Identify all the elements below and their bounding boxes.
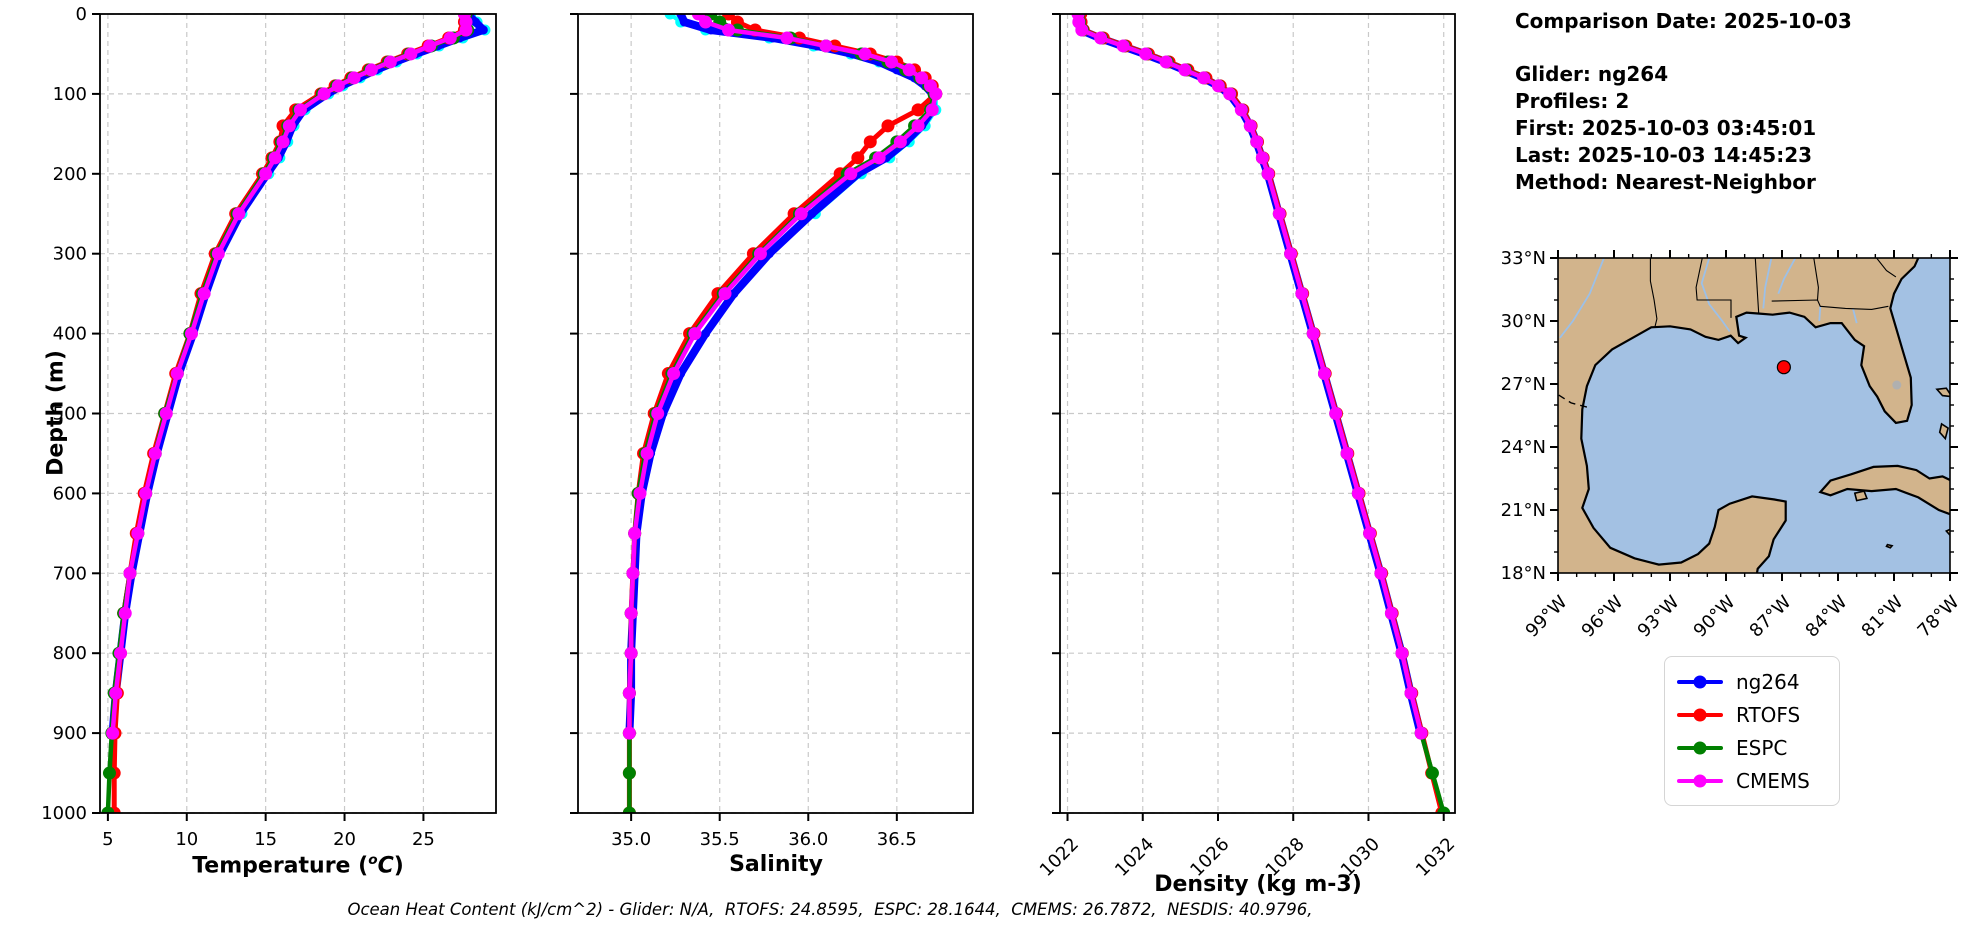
legend-item-cmems: CMEMS [1677, 764, 1839, 797]
svg-text:600: 600 [53, 483, 87, 504]
svg-text:1000: 1000 [41, 803, 87, 824]
legend-item-ng264: ng264 [1677, 665, 1839, 698]
series-CMEMS [627, 14, 939, 736]
ocean-heat-content-caption: Ocean Heat Content (kJ/cm^2) - Glider: N… [347, 900, 1313, 919]
svg-text:84°W: 84°W [1802, 592, 1852, 642]
svg-text:0: 0 [76, 4, 87, 25]
svg-text:36.0: 36.0 [788, 829, 828, 850]
temperature-axis-label-close: ) [393, 853, 404, 879]
svg-text:300: 300 [53, 244, 87, 265]
svg-text:99°W: 99°W [1522, 592, 1572, 642]
map-cuba [1818, 464, 1950, 516]
legend-line-sample [1677, 675, 1723, 688]
svg-text:87°W: 87°W [1746, 592, 1796, 642]
svg-text:96°W: 96°W [1578, 592, 1628, 642]
last-time-text: Last: 2025-10-03 14:45:23 [1515, 143, 1813, 167]
svg-text:30°N: 30°N [1501, 311, 1546, 332]
svg-text:100: 100 [53, 84, 87, 105]
series-RTOFS [626, 14, 939, 813]
series-ng264 [108, 14, 488, 738]
legend-item-espc: ESPC [1677, 731, 1839, 764]
temperature-axis-var: C [377, 853, 394, 879]
map-mainland [1558, 258, 1920, 573]
density-plot: 1022 1024 1026 1028 1030 1032 [1036, 13, 1459, 881]
svg-text:20: 20 [333, 829, 356, 850]
legend-line-sample [1677, 741, 1723, 754]
svg-text:35.0: 35.0 [611, 829, 651, 850]
glider-position-marker [1776, 360, 1791, 375]
temperature-axis-degree-sup: o [368, 852, 378, 868]
svg-text:1032: 1032 [1412, 834, 1459, 881]
glider-text: Glider: ng264 [1515, 62, 1669, 86]
legend-label: ng264 [1736, 669, 1800, 694]
svg-text:78°W: 78°W [1914, 592, 1964, 642]
legend-label: RTOFS [1736, 702, 1801, 727]
temperature-axis-label: Temperature (oC) [192, 852, 404, 878]
method-text: Method: Nearest-Neighbor [1515, 170, 1816, 194]
density-axis-label: Density (kg m-3) [1154, 872, 1362, 897]
info-panel: Comparison Date: 2025-10-03 Glider: ng26… [1515, 8, 1852, 196]
svg-text:24°N: 24°N [1501, 437, 1546, 458]
depth-axis-label: Depth (m) [43, 350, 69, 476]
legend-label: CMEMS [1736, 768, 1810, 793]
svg-text:35.5: 35.5 [700, 829, 740, 850]
svg-text:500: 500 [53, 404, 87, 425]
svg-text:36.5: 36.5 [877, 829, 917, 850]
svg-text:93°W: 93°W [1634, 592, 1684, 642]
location-map: 33°N 30°N 27°N 24°N 21°N 18°N 99°W 96°W 93°W 90°W… [1501, 248, 1964, 642]
svg-text:5: 5 [102, 829, 113, 850]
legend-dot-sample [1693, 774, 1707, 787]
temperature-plot: 5 10 15 20 25 0 100 200 300 400 500 600 700 800 900 100… [41, 4, 497, 850]
legend: ng264 RTOFS ESPC CMEMS [1664, 656, 1840, 806]
legend-line-sample [1677, 708, 1723, 721]
svg-text:700: 700 [53, 563, 87, 584]
legend-label: ESPC [1736, 735, 1788, 760]
legend-dot-sample [1693, 675, 1707, 688]
svg-text:15: 15 [254, 829, 277, 850]
legend-item-rtofs: RTOFS [1677, 698, 1839, 731]
svg-text:400: 400 [53, 324, 87, 345]
legend-line-sample [1677, 774, 1723, 787]
svg-text:27°N: 27°N [1501, 374, 1546, 395]
svg-text:81°W: 81°W [1858, 592, 1908, 642]
legend-dot-sample [1693, 708, 1707, 721]
svg-text:10: 10 [175, 829, 198, 850]
svg-text:800: 800 [53, 643, 87, 664]
svg-text:90°W: 90°W [1690, 592, 1740, 642]
comparison-date-text: Comparison Date: 2025-10-03 [1515, 9, 1852, 33]
svg-text:21°N: 21°N [1501, 500, 1546, 521]
svg-text:900: 900 [53, 723, 87, 744]
svg-text:33°N: 33°N [1501, 248, 1546, 269]
svg-text:1022: 1022 [1036, 834, 1083, 881]
svg-text:200: 200 [53, 164, 87, 185]
first-time-text: First: 2025-10-03 03:45:01 [1515, 116, 1817, 140]
legend-dot-sample [1693, 741, 1707, 754]
svg-text:25: 25 [412, 829, 435, 850]
profiles-text: Profiles: 2 [1515, 89, 1630, 113]
temperature-axis-label-prefix: Temperature ( [192, 853, 369, 879]
salinity-plot: 35.0 35.5 36.0 36.5 [570, 13, 974, 850]
svg-text:18°N: 18°N [1501, 563, 1546, 584]
info-spacer [1515, 35, 1852, 61]
salinity-axis-label: Salinity [729, 852, 823, 877]
svg-text:1024: 1024 [1111, 834, 1158, 881]
